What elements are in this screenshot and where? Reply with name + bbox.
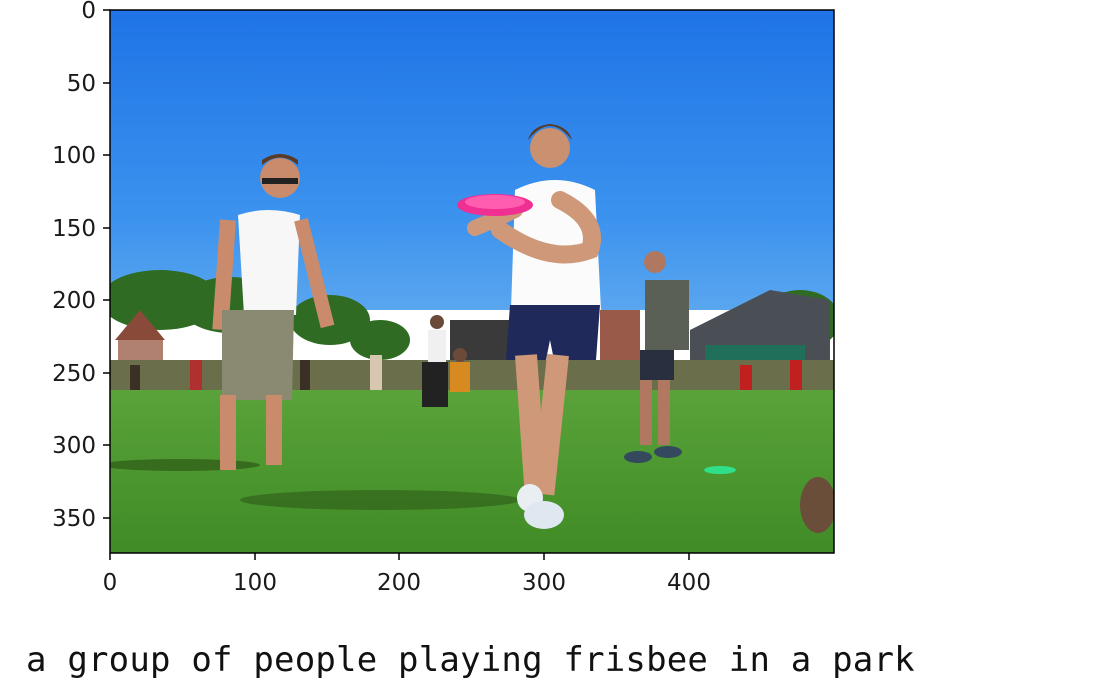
y-tick-label: 150 xyxy=(52,216,96,242)
x-tick-label: 300 xyxy=(522,570,566,596)
x-tick-label: 200 xyxy=(377,570,421,596)
y-tick-label: 100 xyxy=(52,143,96,169)
y-axis: 0 50 100 150 200 250 300 350 xyxy=(52,0,110,532)
background-player-3 xyxy=(624,251,689,463)
caption-text: a group of people playing frisbee in a p… xyxy=(26,640,915,680)
crowd xyxy=(130,355,802,395)
photo-frisbee-park xyxy=(110,10,834,553)
image-plot: 0 50 100 150 200 250 300 350 0 100 200 3… xyxy=(52,0,835,596)
y-tick-label: 250 xyxy=(52,361,96,387)
y-tick-label: 200 xyxy=(52,288,96,314)
background-player-1 xyxy=(422,315,448,407)
dog-bottom-right xyxy=(800,477,834,533)
frisbee-pink xyxy=(457,194,533,216)
y-tick-label: 350 xyxy=(52,506,96,532)
x-tick-label: 0 xyxy=(103,570,118,596)
houses-background xyxy=(115,290,830,370)
x-tick-label: 100 xyxy=(233,570,277,596)
y-tick-label: 0 xyxy=(81,0,96,24)
woman-with-frisbee xyxy=(467,124,601,529)
background-player-2 xyxy=(450,348,470,392)
frisbee-green xyxy=(704,466,736,474)
y-tick-label: 300 xyxy=(52,433,96,459)
x-tick-label: 400 xyxy=(667,570,711,596)
plot-frame xyxy=(109,9,835,554)
y-tick-label: 50 xyxy=(67,71,96,97)
man-left xyxy=(212,154,335,470)
x-axis: 0 100 200 300 400 xyxy=(103,553,711,596)
